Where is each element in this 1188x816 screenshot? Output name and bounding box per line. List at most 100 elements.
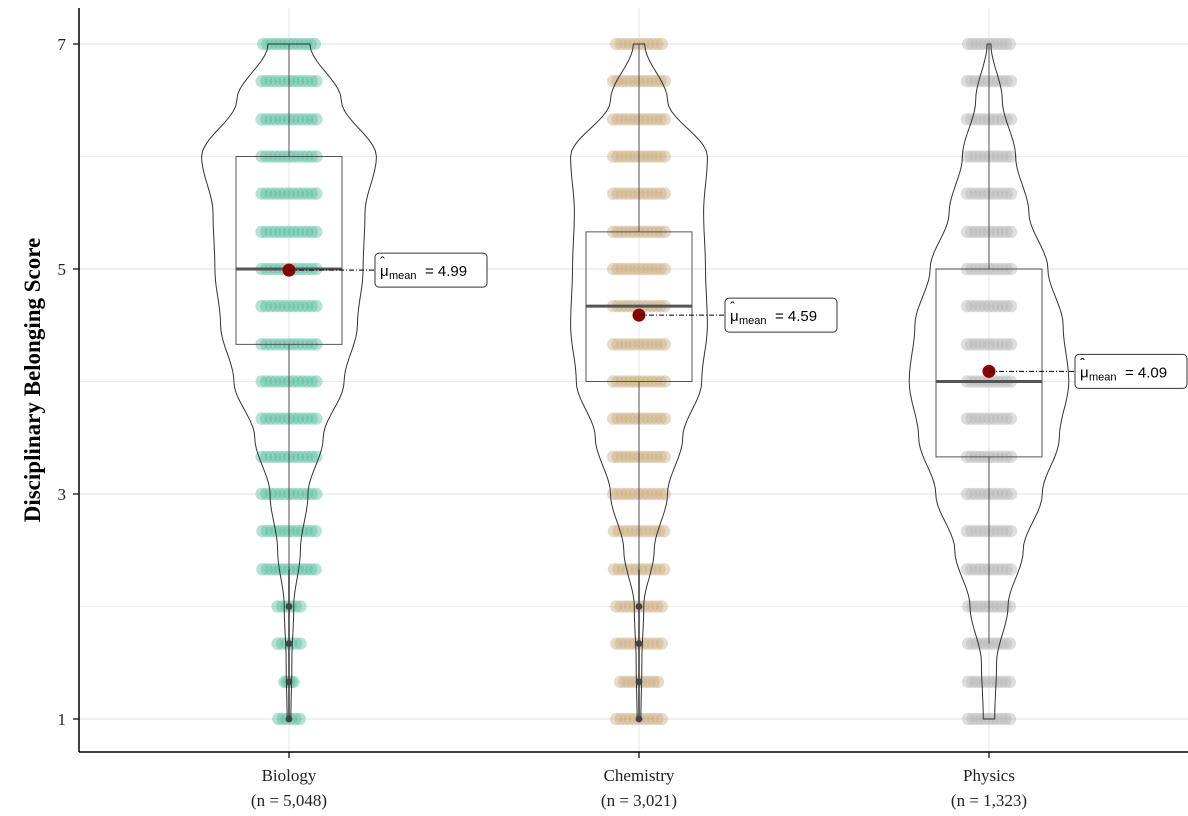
jitter-point	[623, 637, 637, 650]
jitter-point	[965, 187, 978, 200]
jitter-point	[606, 262, 620, 276]
jitter-point	[986, 637, 1000, 650]
jitter-point	[960, 338, 974, 351]
jitter-point	[973, 74, 987, 88]
jitter-point	[630, 563, 643, 576]
jitter-point	[305, 299, 318, 313]
jitter-point	[961, 712, 975, 726]
jitter-point	[654, 113, 667, 126]
jitter-point	[655, 637, 668, 650]
jitter-point	[618, 675, 631, 689]
jitter-point	[995, 37, 1008, 51]
jitter-point	[278, 375, 291, 388]
jitter-point	[623, 712, 637, 726]
jitter-point	[978, 187, 991, 200]
y-tick-label: 3	[58, 485, 67, 504]
mean-symbol: μ	[1080, 364, 1089, 381]
jitter-point	[610, 712, 623, 726]
jitter-point	[1004, 113, 1018, 126]
jitter-point	[644, 563, 657, 576]
jitter-point	[969, 563, 982, 576]
jitter-point	[641, 712, 655, 726]
jitter-point	[974, 37, 987, 51]
jitter-point	[291, 412, 305, 425]
jitter-point	[637, 74, 650, 88]
jitter-point	[1003, 637, 1017, 650]
jitter-point	[278, 113, 291, 126]
jitter-point	[999, 637, 1012, 650]
jitter-point	[287, 225, 300, 239]
jitter-point	[987, 524, 1000, 538]
jitter-point	[966, 675, 979, 689]
mean-symbol: μ	[730, 308, 739, 325]
jitter-point	[264, 487, 277, 501]
jitter-point	[628, 74, 641, 88]
jitter-point	[260, 450, 273, 464]
jitter-point	[996, 563, 1009, 576]
jitter-point	[991, 187, 1005, 200]
violin-outline	[908, 43, 1070, 720]
jitter-point	[637, 450, 650, 464]
jitter-point	[310, 450, 323, 464]
jitter-point	[309, 524, 322, 538]
jitter-point	[273, 74, 287, 88]
jitter-point	[969, 225, 982, 239]
jitter-point	[619, 113, 633, 126]
jitter-point	[628, 113, 641, 126]
jitter-point	[305, 187, 318, 200]
jitter-point	[650, 338, 663, 351]
jitter-point	[273, 487, 287, 501]
violin-layer	[201, 43, 1070, 720]
jitter-point	[645, 187, 659, 200]
jitter-point	[291, 524, 305, 538]
jitter-point	[996, 412, 1009, 425]
jitter-point	[287, 375, 300, 388]
jitter-point	[264, 375, 277, 388]
jitter-point	[291, 74, 305, 88]
mean-value: = 4.99	[425, 263, 467, 280]
jitter-point	[296, 299, 309, 313]
outlier-point	[285, 715, 293, 723]
jitter-point	[987, 338, 1000, 351]
jitter-point	[619, 37, 632, 51]
jitter-point	[255, 113, 268, 126]
jitter-point	[969, 74, 982, 88]
jitter-point	[616, 524, 630, 538]
jitter-point	[987, 412, 1000, 425]
jitter-point	[999, 600, 1012, 613]
jitter-point	[273, 113, 287, 126]
jitter-point	[289, 712, 302, 726]
jitter-point	[987, 187, 1000, 200]
jitter-point	[1000, 150, 1013, 163]
jitter-point	[624, 412, 637, 425]
jitter-point	[991, 299, 1005, 313]
jitter-point	[978, 299, 991, 313]
jitter-point	[996, 299, 1009, 313]
jitter-point	[982, 675, 996, 689]
jitter-point	[291, 563, 305, 576]
outlier-point	[635, 603, 643, 610]
mean-label-box	[374, 252, 488, 288]
jitter-point	[654, 187, 667, 200]
jitter-point	[978, 524, 991, 538]
jitter-point	[1004, 412, 1018, 425]
jitter-point	[654, 412, 667, 425]
jitter-point	[969, 187, 982, 200]
jitter-point	[305, 412, 318, 425]
jitter-point	[960, 225, 974, 239]
jitter-point	[641, 450, 654, 464]
jitter-point	[965, 225, 978, 239]
jitter-point	[255, 450, 268, 464]
jitter-point	[256, 524, 269, 538]
jitter-point	[658, 450, 672, 464]
jitter-point	[650, 113, 663, 126]
jitter-point	[610, 37, 623, 51]
jitter-point	[974, 600, 987, 613]
jitter-point	[1004, 524, 1018, 538]
jitter-point	[996, 338, 1009, 351]
jitter-point	[991, 487, 1005, 501]
jitter-point	[658, 150, 672, 163]
jitter-point	[296, 187, 309, 200]
jitter-point	[606, 74, 620, 88]
